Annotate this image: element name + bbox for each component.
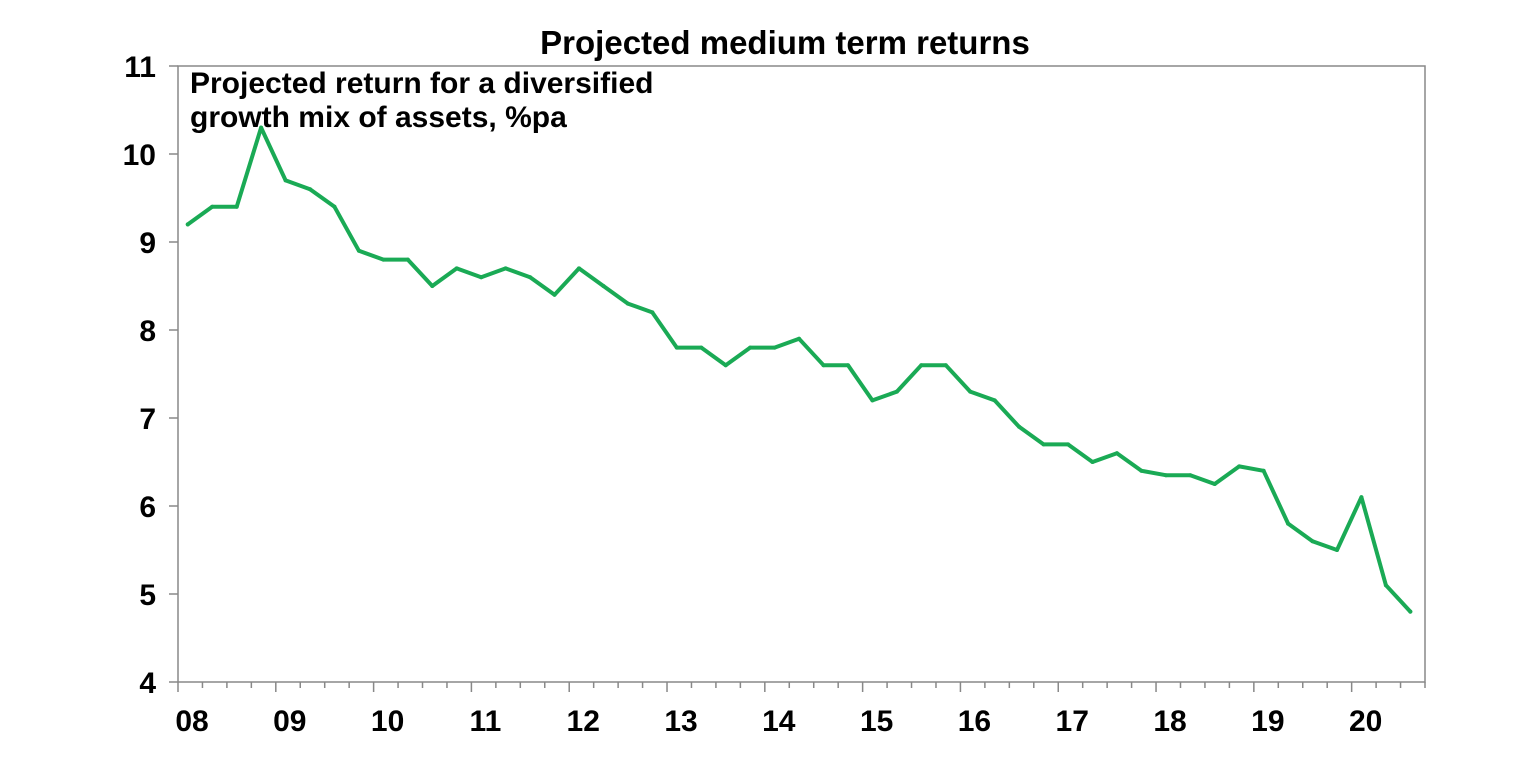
x-tick-label: 17 xyxy=(1056,705,1089,738)
data-point xyxy=(430,284,435,288)
y-axis: 4 5 6 7 8 9 10 11 xyxy=(123,51,178,700)
data-point xyxy=(454,266,459,271)
data-point xyxy=(1334,548,1339,552)
data-point xyxy=(528,275,533,280)
data-point xyxy=(870,398,875,403)
data-point xyxy=(992,398,997,403)
y-tick-label: 6 xyxy=(139,491,156,524)
data-point xyxy=(283,178,288,183)
data-point xyxy=(894,389,899,394)
series-layer xyxy=(185,125,1413,614)
data-point xyxy=(1188,473,1193,478)
x-tick-label: 11 xyxy=(470,705,502,738)
x-tick-label: 15 xyxy=(860,705,893,738)
data-point xyxy=(1383,583,1388,588)
y-tick-label: 4 xyxy=(139,667,156,700)
data-point xyxy=(552,292,557,297)
data-point xyxy=(1139,468,1144,473)
data-point xyxy=(356,248,361,253)
data-point xyxy=(1310,539,1315,544)
data-point xyxy=(1359,495,1364,500)
data-point xyxy=(503,266,508,271)
x-tick-label: 10 xyxy=(371,705,404,738)
x-tick-label: 13 xyxy=(664,705,697,738)
data-point xyxy=(308,187,313,192)
data-point xyxy=(723,363,728,368)
data-point xyxy=(650,310,655,315)
x-tick-label: 16 xyxy=(958,705,991,738)
data-point xyxy=(405,257,410,262)
data-point xyxy=(919,363,924,368)
data-point xyxy=(748,345,753,350)
y-tick-label: 7 xyxy=(139,403,156,436)
x-tick-label: 08 xyxy=(175,705,208,738)
y-tick-label: 9 xyxy=(139,227,156,260)
data-point xyxy=(772,345,777,350)
data-point xyxy=(968,389,973,394)
data-point xyxy=(1212,482,1217,486)
y-tick-label: 10 xyxy=(123,139,156,172)
chart-title: Projected medium term returns xyxy=(540,24,1030,61)
data-point xyxy=(1261,468,1266,473)
x-tick-label: 20 xyxy=(1349,705,1382,738)
data-point xyxy=(1163,473,1168,478)
y-tick-label: 5 xyxy=(139,579,156,612)
data-point xyxy=(1017,424,1022,429)
data-point xyxy=(821,363,826,368)
data-point xyxy=(1286,521,1291,526)
data-point xyxy=(943,363,948,368)
x-tick-label: 18 xyxy=(1153,705,1186,738)
data-point xyxy=(699,345,704,350)
data-point xyxy=(479,275,484,280)
data-point xyxy=(259,125,264,130)
x-tick-label: 12 xyxy=(567,705,600,738)
series-line xyxy=(185,125,1413,614)
x-tick-label: 14 xyxy=(762,705,796,738)
plot-area xyxy=(177,65,1426,683)
data-point xyxy=(1237,464,1242,469)
data-point xyxy=(1114,451,1119,456)
data-point xyxy=(381,257,386,262)
data-point xyxy=(1090,460,1095,464)
x-tick-label: 19 xyxy=(1251,705,1284,738)
data-point xyxy=(185,222,190,227)
y-tick-label: 11 xyxy=(124,51,156,84)
data-point xyxy=(1408,609,1413,614)
data-point xyxy=(601,284,606,288)
data-point xyxy=(1041,442,1046,447)
y-tick-label: 8 xyxy=(139,315,156,348)
series-annotation-line-2: growth mix of assets, %pa xyxy=(190,101,567,134)
data-point xyxy=(674,345,679,350)
data-point xyxy=(210,204,215,209)
data-point xyxy=(1066,442,1071,447)
x-tick-label: 09 xyxy=(273,705,306,738)
x-axis: 08 09 10 11 12 13 14 15 16 17 18 19 20 xyxy=(175,682,1426,738)
data-point xyxy=(845,363,850,368)
data-point xyxy=(625,301,630,306)
data-point xyxy=(797,336,802,341)
data-point xyxy=(332,204,337,209)
data-point xyxy=(576,266,581,271)
data-point xyxy=(234,204,239,209)
series-annotation-line-1: Projected return for a diversified xyxy=(190,67,653,100)
